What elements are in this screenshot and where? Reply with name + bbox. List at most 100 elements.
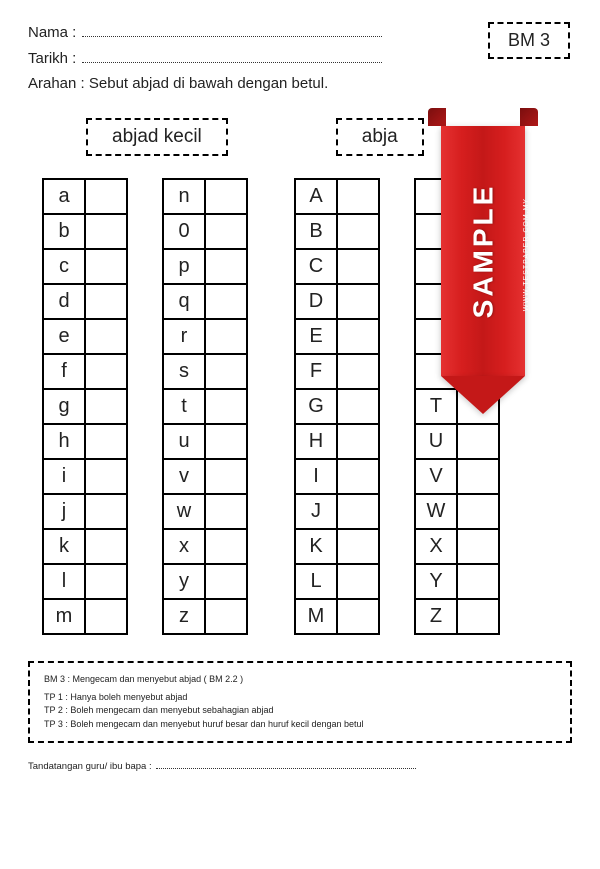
blank-cell — [85, 389, 127, 424]
table-row: y — [163, 564, 247, 599]
blank-cell — [205, 249, 247, 284]
nama-line: Nama : — [28, 20, 382, 46]
table-row: g — [43, 389, 127, 424]
table-row — [415, 319, 499, 354]
uppercase-letter: K — [295, 529, 337, 564]
blank-cell — [457, 249, 499, 284]
blank-cell — [457, 564, 499, 599]
blank-cell — [205, 564, 247, 599]
lowercase-letter: b — [43, 214, 85, 249]
blank-cell — [337, 284, 379, 319]
blank-cell — [457, 319, 499, 354]
nama-label: Nama : — [28, 20, 76, 46]
blank-cell — [337, 354, 379, 389]
lowercase-letter: q — [163, 284, 205, 319]
lowercase-letter: x — [163, 529, 205, 564]
uppercase-letter: D — [295, 284, 337, 319]
footer-title: BM 3 : Mengecam dan menyebut abjad ( BM … — [44, 673, 556, 687]
blank-cell — [85, 319, 127, 354]
uppercase-letter: B — [295, 214, 337, 249]
lowercase-letter: t — [163, 389, 205, 424]
lowercase-letter: n — [163, 179, 205, 214]
table-row — [415, 284, 499, 319]
lowercase-letter: l — [43, 564, 85, 599]
worksheet-page: Nama : Tarikh : BM 3 Arahan : Sebut abja… — [0, 0, 600, 869]
uppercase-letter: U — [415, 424, 457, 459]
uppercase-letter: H — [295, 424, 337, 459]
table-row: x — [163, 529, 247, 564]
blank-cell — [85, 179, 127, 214]
abjad-besar-label: abja — [336, 118, 424, 156]
table-row: c — [43, 249, 127, 284]
table-row: b — [43, 214, 127, 249]
blank-cell — [205, 424, 247, 459]
table-row — [415, 354, 499, 389]
table-row: k — [43, 529, 127, 564]
blank-cell — [205, 179, 247, 214]
table-row: T — [415, 389, 499, 424]
uppercase-col2: TUVWXYZ — [414, 178, 500, 635]
abjad-kecil-label: abjad kecil — [86, 118, 228, 156]
table-row: L — [295, 564, 379, 599]
uppercase-letter: T — [415, 389, 457, 424]
uppercase-letter: X — [415, 529, 457, 564]
table-row: H — [295, 424, 379, 459]
footer-tp3: TP 3 : Boleh mengecam dan menyebut huruf… — [44, 718, 556, 732]
lowercase-letter: k — [43, 529, 85, 564]
blank-cell — [85, 284, 127, 319]
lowercase-letter: g — [43, 389, 85, 424]
blank-cell — [205, 599, 247, 634]
table-row: C — [295, 249, 379, 284]
lowercase-letter: d — [43, 284, 85, 319]
blank-cell — [337, 214, 379, 249]
uppercase-letter — [415, 284, 457, 319]
uppercase-letter: W — [415, 494, 457, 529]
lowercase-letter: e — [43, 319, 85, 354]
table-row: u — [163, 424, 247, 459]
uppercase-col1: ABCDEFGHIJKLM — [294, 178, 380, 635]
blank-cell — [337, 494, 379, 529]
blank-cell — [85, 494, 127, 529]
lowercase-letter: v — [163, 459, 205, 494]
uppercase-letter: M — [295, 599, 337, 634]
blank-cell — [457, 389, 499, 424]
blank-cell — [457, 354, 499, 389]
tarikh-line: Tarikh : — [28, 46, 382, 72]
blank-cell — [337, 599, 379, 634]
tarikh-label: Tarikh : — [28, 46, 76, 72]
lowercase-letter: h — [43, 424, 85, 459]
blank-cell — [85, 354, 127, 389]
signature-line: Tandatangan guru/ ibu bapa : — [28, 761, 572, 772]
table-row: m — [43, 599, 127, 634]
blank-cell — [205, 389, 247, 424]
arahan-text: Sebut abjad di bawah dengan betul. — [89, 75, 328, 92]
blank-cell — [85, 249, 127, 284]
uppercase-letter — [415, 179, 457, 214]
table-row: w — [163, 494, 247, 529]
table-row: n — [163, 179, 247, 214]
table-row — [415, 214, 499, 249]
lowercase-letter: c — [43, 249, 85, 284]
footer-tp2: TP 2 : Boleh mengecam dan menyebut sebah… — [44, 704, 556, 718]
blank-cell — [337, 529, 379, 564]
table-row — [415, 179, 499, 214]
blank-cell — [85, 459, 127, 494]
uppercase-letter: L — [295, 564, 337, 599]
table-row: s — [163, 354, 247, 389]
lowercase-letter: j — [43, 494, 85, 529]
table-row: X — [415, 529, 499, 564]
table-row: t — [163, 389, 247, 424]
blank-cell — [457, 214, 499, 249]
table-row: Z — [415, 599, 499, 634]
table-row: J — [295, 494, 379, 529]
lowercase-letter: u — [163, 424, 205, 459]
blank-cell — [85, 529, 127, 564]
table-row: B — [295, 214, 379, 249]
uppercase-letter: Z — [415, 599, 457, 634]
table-row: h — [43, 424, 127, 459]
blank-cell — [85, 564, 127, 599]
blank-cell — [337, 424, 379, 459]
blank-cell — [337, 459, 379, 494]
table-row: f — [43, 354, 127, 389]
table-row: q — [163, 284, 247, 319]
